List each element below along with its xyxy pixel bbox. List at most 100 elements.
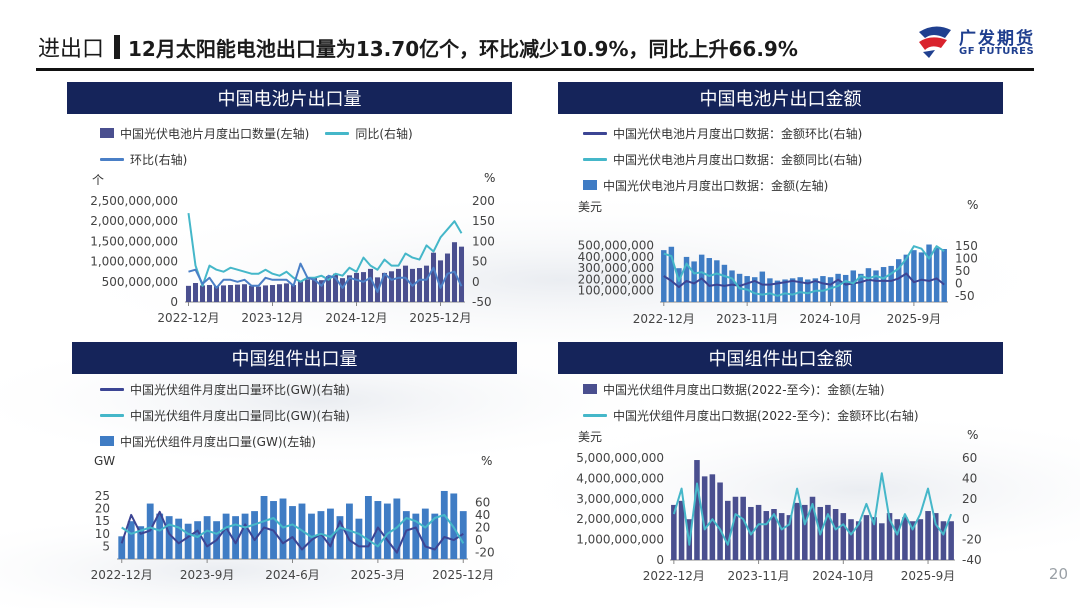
bar: [355, 518, 363, 559]
legend-swatch: [100, 436, 114, 446]
bar: [248, 285, 255, 302]
y-left-tick-label: 10: [95, 527, 110, 541]
y-right-tick-label: -50: [955, 289, 975, 303]
bar: [289, 506, 296, 559]
y-right-tick-label: -20: [475, 546, 495, 560]
bar: [840, 513, 847, 560]
bar: [797, 277, 803, 302]
bar: [926, 244, 932, 302]
chart4-title: 中国组件出口金额: [558, 342, 1003, 374]
bar: [423, 265, 430, 302]
legend-swatch: [100, 157, 124, 161]
bar: [437, 260, 444, 302]
bar: [809, 496, 816, 560]
bar: [948, 521, 954, 560]
bar: [367, 268, 374, 302]
y-left-tick-label: 20: [95, 502, 110, 516]
bar: [332, 273, 339, 302]
bar: [820, 276, 826, 302]
x-tick-label: 2024-10月: [799, 312, 861, 326]
bar: [346, 275, 353, 302]
bar: [706, 258, 712, 302]
y-right-tick-label: 40: [475, 508, 490, 522]
bar: [213, 286, 220, 302]
y-right-tick-label: 40: [962, 471, 977, 485]
y-left-tick-label: 0: [170, 295, 178, 309]
bar: [925, 511, 931, 560]
series-line: [672, 472, 953, 546]
bar: [290, 285, 297, 302]
bar: [873, 270, 879, 302]
y-left-tick-label: 400,000,000: [578, 250, 654, 264]
legend-swatch: [100, 128, 114, 138]
y-right-tick-label: 60: [475, 495, 490, 509]
bar: [421, 508, 429, 559]
bar: [383, 503, 391, 559]
x-tick-label: 2022-12月: [643, 569, 705, 583]
bar: [825, 504, 831, 560]
bar: [701, 476, 708, 560]
page-number: 20: [1048, 565, 1068, 583]
legend-item: 中国光伏组件月度出口量同比(GW)(右轴): [100, 407, 350, 424]
chart1-left-unit: 个: [92, 173, 105, 187]
y-left-tick-label: 300,000,000: [578, 261, 654, 275]
bar: [879, 523, 885, 560]
legend-item: 同比(右轴): [325, 125, 413, 142]
chart3-legend: 中国光伏组件月度出口量环比(GW)(右轴) 中国光伏组件月度出口量同比(GW)(…: [100, 376, 366, 454]
chart4-legend: 中国光伏组件月度出口数据(2022-至今)：金额(左轴) 中国光伏组件月度出口数…: [583, 376, 935, 428]
chart4-right-unit: %: [967, 428, 979, 442]
bar: [327, 508, 334, 559]
bar: [932, 513, 939, 560]
bar: [199, 285, 206, 302]
bar: [185, 285, 192, 302]
y-left-tick-label: 5: [102, 539, 110, 553]
y-right-tick-label: -50: [472, 295, 492, 309]
bar: [269, 285, 276, 302]
chart3-left-unit: GW: [94, 454, 116, 468]
y-left-tick-label: 3,000,000,000: [576, 492, 664, 506]
page-header: 进出口 12月太阳能电池出口量为13.70亿个，环比减少10.9%，同比上升66…: [38, 30, 798, 64]
bar: [232, 516, 239, 559]
bar: [339, 278, 346, 302]
bar: [671, 504, 677, 560]
x-tick-label: 2023-12月: [241, 311, 303, 325]
bar: [241, 513, 249, 559]
bar: [759, 271, 766, 302]
y-left-tick-label: 500,000,000: [102, 275, 178, 289]
x-tick-label: 2024-6月: [265, 568, 320, 582]
bar: [902, 517, 908, 560]
title-divider: [114, 35, 121, 59]
legend-label: 中国光伏电池片月度出口数据：金额同比(右轴): [613, 152, 863, 167]
bar: [778, 513, 785, 560]
bar: [430, 252, 437, 302]
bar: [763, 511, 770, 560]
bar: [805, 279, 811, 302]
bar: [118, 536, 126, 559]
y-left-tick-label: 15: [95, 514, 110, 528]
chart1-title: 中国电池片出口量: [67, 82, 512, 114]
bar: [304, 279, 311, 302]
bar: [374, 501, 382, 559]
y-right-tick-label: 20: [962, 492, 977, 506]
legend-swatch: [583, 384, 597, 394]
legend-label: 中国光伏组件月度出口数据(2022-至今)：金额环比(右轴): [613, 408, 919, 423]
bar: [459, 511, 467, 559]
series-line: [663, 245, 945, 297]
y-right-tick-label: 50: [472, 255, 487, 269]
legend-item: 中国光伏组件月度出口数据(2022-至今)：金额(左轴): [583, 381, 885, 398]
bar: [402, 265, 409, 302]
legend-item: 中国光伏组件月度出口量环比(GW)(右轴): [100, 381, 350, 398]
y-left-tick-label: 2,000,000,000: [576, 512, 664, 526]
legend-swatch: [325, 131, 350, 135]
x-tick-label: 2024-10月: [812, 569, 874, 583]
legend-label: 中国光伏组件月度出口数据(2022-至今)：金额(左轴): [603, 382, 885, 397]
y-left-tick-label: 4,000,000,000: [576, 471, 664, 485]
bar: [668, 246, 675, 302]
bar: [203, 516, 211, 559]
bar: [842, 274, 849, 302]
legend-swatch: [583, 180, 597, 190]
y-right-tick-label: 0: [475, 533, 483, 547]
bar: [364, 496, 372, 559]
bar: [444, 253, 451, 302]
